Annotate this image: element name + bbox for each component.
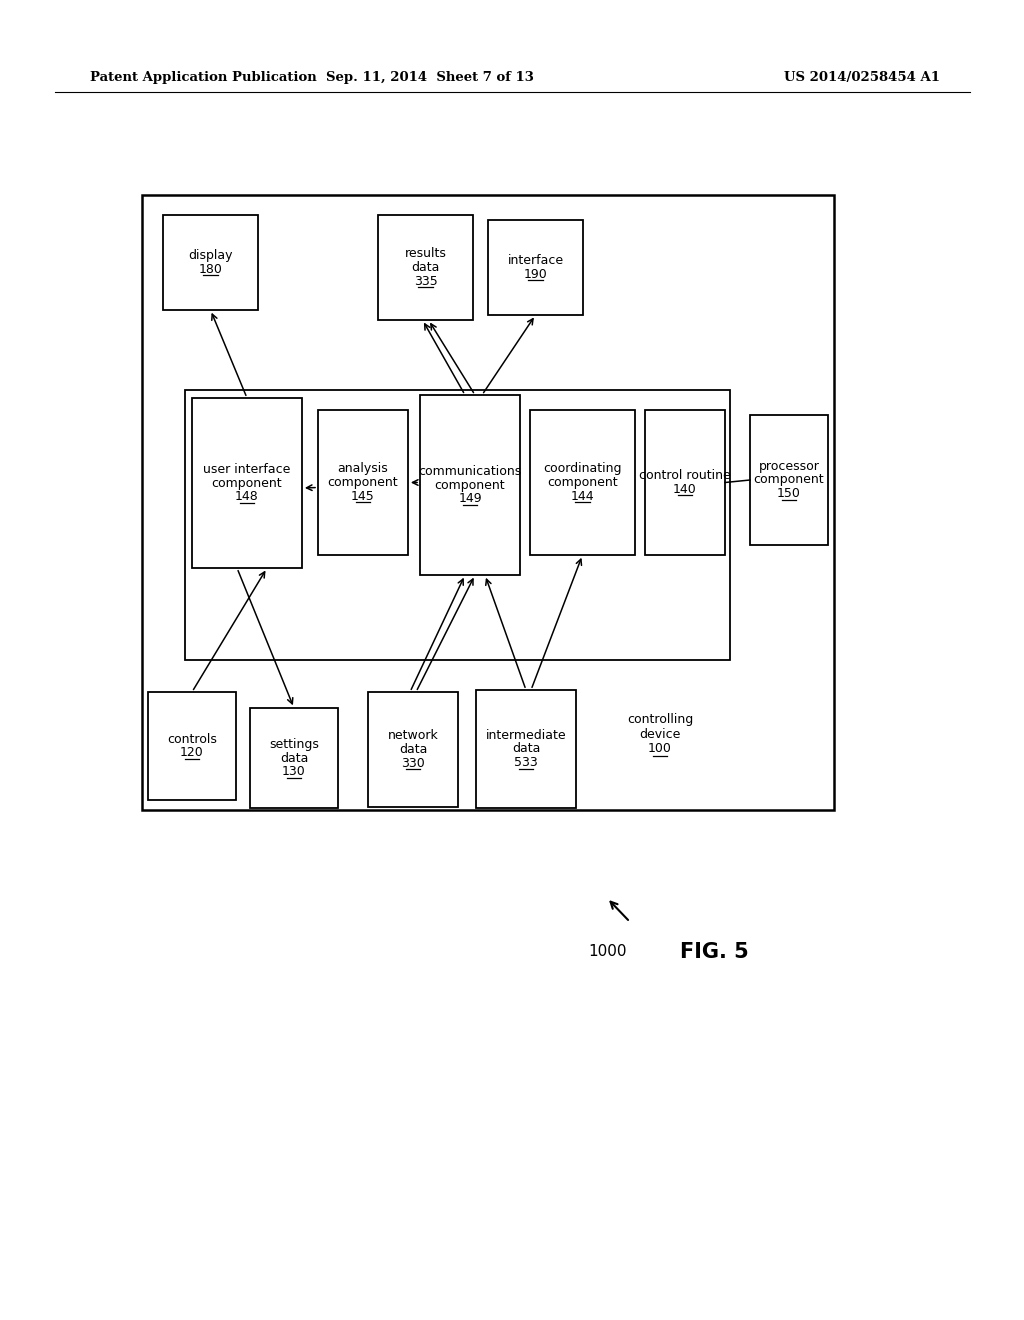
Text: US 2014/0258454 A1: US 2014/0258454 A1 — [784, 71, 940, 84]
Bar — [185, 389, 730, 660]
Text: processor: processor — [759, 459, 819, 473]
Text: Sep. 11, 2014  Sheet 7 of 13: Sep. 11, 2014 Sheet 7 of 13 — [326, 71, 534, 84]
Bar — [476, 690, 575, 808]
Text: device: device — [639, 727, 681, 741]
Text: coordinating: coordinating — [544, 462, 622, 475]
Text: control routine: control routine — [639, 469, 731, 482]
Text: analysis: analysis — [338, 462, 388, 475]
Bar — [750, 414, 828, 545]
Text: 533: 533 — [514, 756, 538, 770]
Bar — [420, 395, 520, 576]
Bar — [142, 195, 834, 810]
Text: communications: communications — [419, 465, 521, 478]
Text: 130: 130 — [283, 766, 306, 779]
Bar — [163, 215, 258, 310]
Bar — [193, 399, 302, 568]
Bar — [148, 692, 236, 800]
Text: 330: 330 — [401, 756, 425, 770]
Bar — [645, 411, 725, 554]
Text: data: data — [412, 261, 439, 275]
Text: controlling: controlling — [627, 714, 693, 726]
Text: 335: 335 — [414, 275, 437, 288]
Text: data: data — [398, 743, 427, 756]
Text: results: results — [404, 247, 446, 260]
Text: settings: settings — [269, 738, 318, 751]
Text: 148: 148 — [236, 491, 259, 503]
Text: user interface: user interface — [204, 462, 291, 475]
Text: display: display — [188, 249, 232, 263]
Text: 140: 140 — [673, 483, 697, 496]
Text: 100: 100 — [648, 742, 672, 755]
Bar — [488, 220, 583, 315]
Text: 190: 190 — [523, 268, 548, 281]
Text: 150: 150 — [777, 487, 801, 500]
Text: component: component — [328, 477, 398, 488]
Text: data: data — [280, 751, 308, 764]
Text: 1000: 1000 — [589, 945, 628, 960]
Bar — [530, 411, 635, 554]
Text: component: component — [212, 477, 283, 490]
Text: intermediate: intermediate — [485, 729, 566, 742]
Text: network: network — [388, 729, 438, 742]
Text: 149: 149 — [458, 492, 482, 506]
Bar — [250, 708, 338, 808]
Text: controls: controls — [167, 733, 217, 746]
Text: component: component — [434, 479, 505, 491]
Text: 144: 144 — [570, 490, 594, 503]
Bar — [318, 411, 408, 554]
Text: data: data — [512, 742, 541, 755]
Bar — [378, 215, 473, 319]
Text: FIG. 5: FIG. 5 — [680, 942, 749, 962]
Bar — [368, 692, 458, 807]
Text: 120: 120 — [180, 747, 204, 759]
Text: component: component — [754, 474, 824, 487]
Text: Patent Application Publication: Patent Application Publication — [90, 71, 316, 84]
Text: interface: interface — [508, 253, 563, 267]
Text: 180: 180 — [199, 263, 222, 276]
Text: component: component — [547, 477, 617, 488]
Text: 145: 145 — [351, 490, 375, 503]
